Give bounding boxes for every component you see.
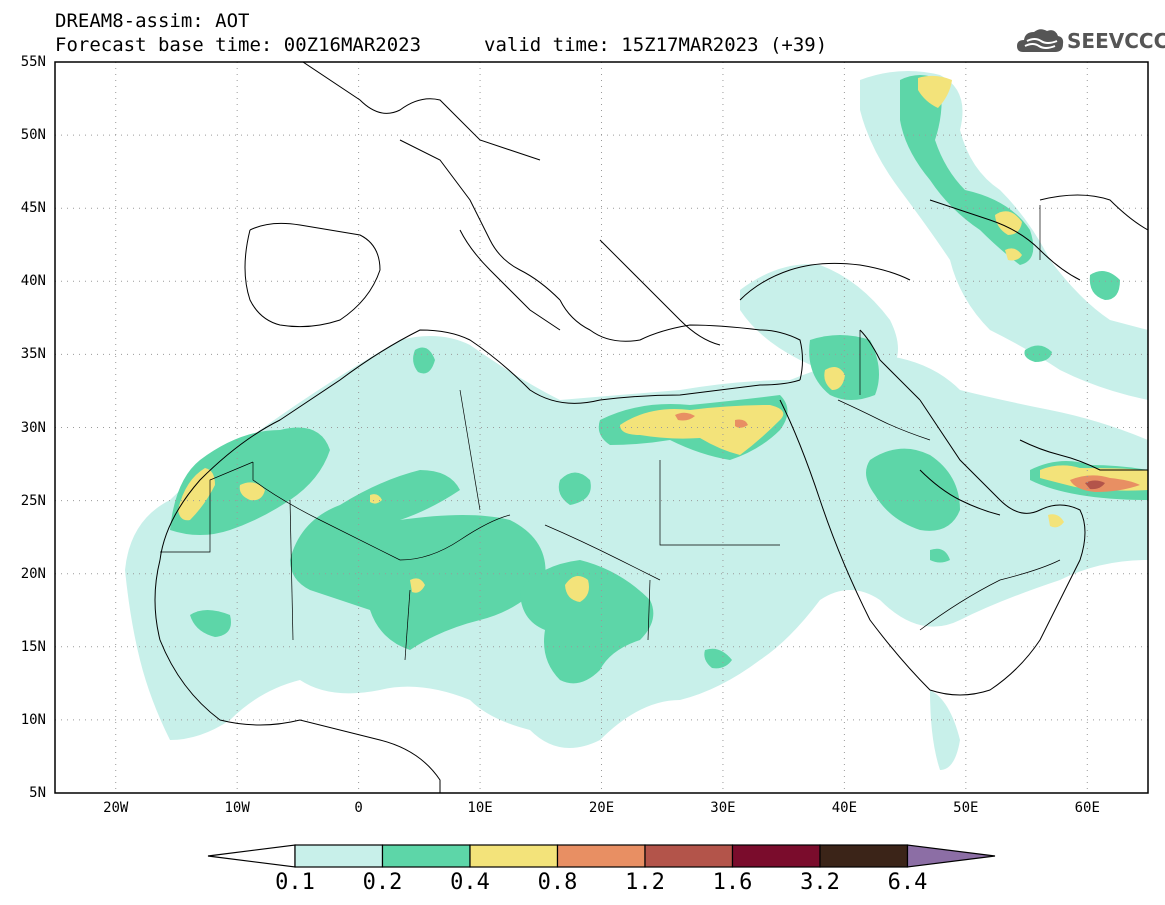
colorbar-label: 0.2 (362, 870, 403, 895)
longitude-label: 50E (953, 800, 979, 816)
latitude-label: 30N (20, 419, 46, 436)
colorbar-label: 0.1 (275, 870, 315, 895)
latitude-label: 55N (20, 54, 46, 70)
logo-text: SEEVCCC (1067, 29, 1165, 53)
colorbar-segment (556, 844, 646, 868)
colorbar-label: 3.2 (800, 870, 840, 895)
coastlines (154, 62, 1148, 793)
latitude-label: 5N (29, 785, 46, 801)
country-borders (160, 205, 1061, 661)
colorbar-label: 0.8 (537, 870, 578, 895)
longitude-label: 10W (224, 800, 250, 816)
latitude-label: 10N (20, 711, 46, 728)
latitude-label: 40N (20, 273, 46, 290)
colorbar-segment (294, 844, 384, 868)
latitude-label: 15N (20, 638, 46, 655)
longitude-label: 0 (354, 800, 363, 816)
latitude-label: 25N (20, 492, 46, 509)
longitude-label: 60E (1074, 800, 1100, 816)
colorbar-segment (469, 844, 559, 868)
colorbar-label: 1.2 (625, 870, 665, 895)
map-frame (54, 61, 1149, 794)
colorbar-lower-extend (207, 844, 296, 868)
longitude-label: 10E (467, 800, 493, 816)
seevccc-logo: SEEVCCC (1015, 24, 1165, 58)
latitude-label: 45N (20, 200, 46, 217)
aot-shading (125, 71, 1148, 770)
chart-title: DREAM8-assim: AOT (55, 10, 250, 32)
longitude-label: 30E (710, 800, 736, 816)
latitude-label: 35N (20, 346, 46, 363)
latitude-label: 50N (20, 127, 46, 144)
graticule (55, 62, 1148, 793)
colorbar-segment (381, 844, 471, 868)
colorbar-upper-extend (906, 844, 996, 868)
longitude-label: 20W (103, 800, 129, 816)
valid-time: valid time: 15Z17MAR2023 (+39) (484, 34, 828, 56)
cloud-icon (1017, 29, 1064, 52)
latitude-label: 20N (20, 565, 46, 582)
colorbar-segment (644, 844, 734, 868)
forecast-base-time: Forecast base time: 00Z16MAR2023 (55, 34, 422, 56)
colorbar-label: 1.6 (712, 870, 753, 895)
longitude-label: 20E (588, 800, 615, 816)
colorbar-label: 6.4 (887, 870, 928, 895)
longitude-label: 40E (831, 800, 858, 816)
colorbar-segment (819, 844, 909, 868)
colorbar-label: 0.4 (450, 870, 490, 895)
colorbar-segment (731, 844, 821, 868)
